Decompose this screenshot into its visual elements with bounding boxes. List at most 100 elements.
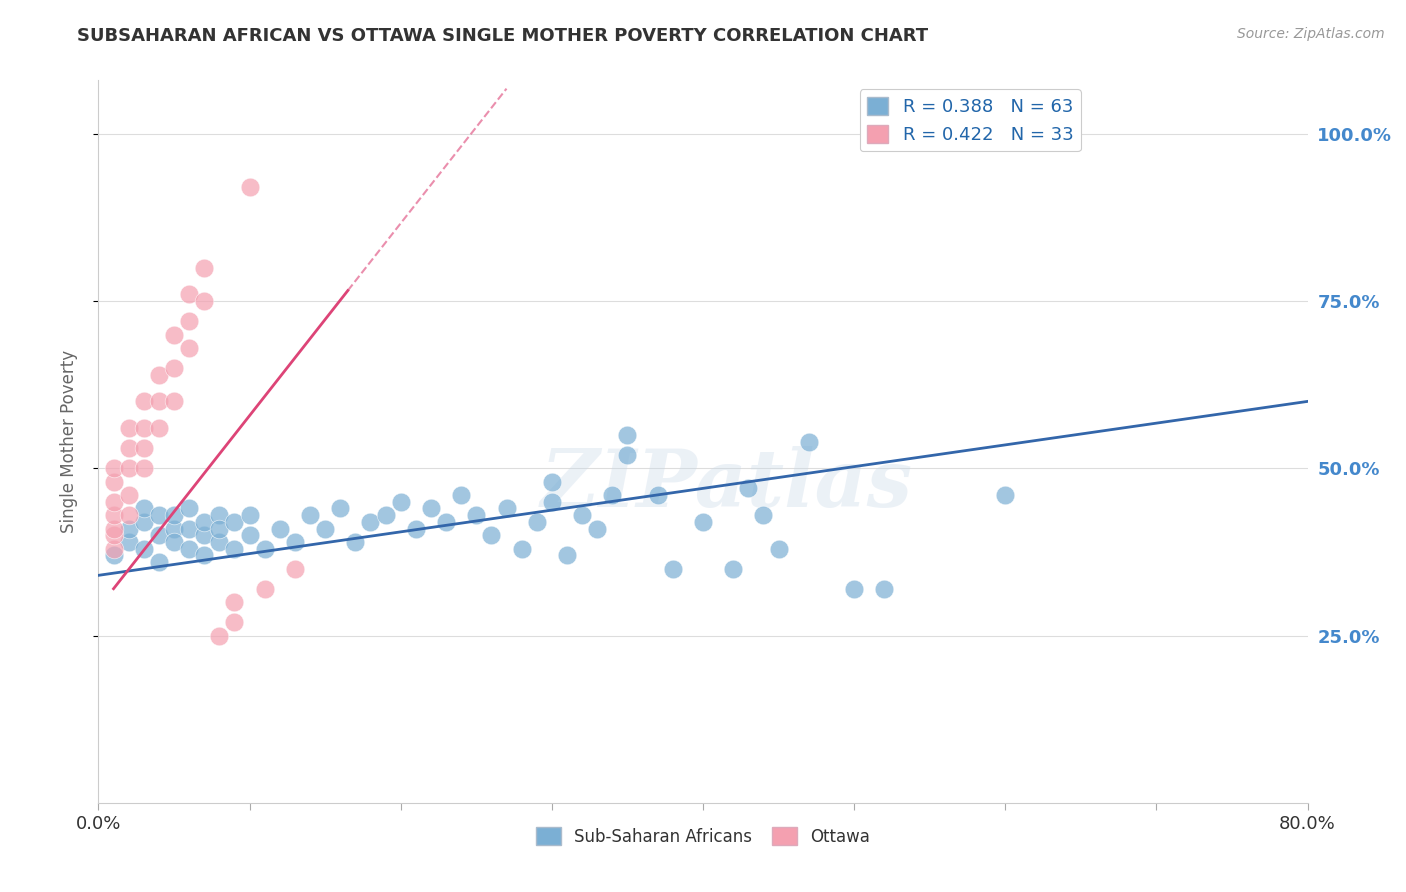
Point	[163, 534, 186, 549]
Point	[647, 488, 669, 502]
Point	[148, 368, 170, 382]
Point	[208, 508, 231, 523]
Point	[752, 508, 775, 523]
Point	[692, 515, 714, 529]
Point	[844, 582, 866, 596]
Point	[208, 628, 231, 642]
Point	[118, 521, 141, 535]
Point	[193, 515, 215, 529]
Point	[661, 562, 683, 576]
Point	[314, 521, 336, 535]
Point	[450, 488, 472, 502]
Point	[329, 501, 352, 516]
Point	[224, 615, 246, 630]
Point	[179, 341, 201, 355]
Point	[269, 521, 291, 535]
Point	[132, 515, 155, 529]
Point	[284, 562, 307, 576]
Point	[179, 314, 201, 328]
Point	[163, 361, 186, 376]
Point	[510, 541, 533, 556]
Point	[208, 534, 231, 549]
Point	[103, 494, 125, 508]
Point	[163, 508, 186, 523]
Point	[193, 548, 215, 563]
Point	[768, 541, 790, 556]
Point	[224, 515, 246, 529]
Point	[132, 461, 155, 475]
Point	[163, 394, 186, 409]
Point	[253, 541, 276, 556]
Text: ZIPatlas: ZIPatlas	[541, 446, 914, 524]
Point	[103, 475, 125, 489]
Point	[586, 521, 609, 535]
Point	[193, 528, 215, 542]
Point	[193, 294, 215, 309]
Point	[434, 515, 457, 529]
Point	[103, 541, 125, 556]
Point	[132, 501, 155, 516]
Point	[284, 534, 307, 549]
Point	[239, 528, 262, 542]
Point	[239, 508, 262, 523]
Legend: Sub-Saharan Africans, Ottawa: Sub-Saharan Africans, Ottawa	[529, 821, 877, 852]
Text: SUBSAHARAN AFRICAN VS OTTAWA SINGLE MOTHER POVERTY CORRELATION CHART: SUBSAHARAN AFRICAN VS OTTAWA SINGLE MOTH…	[77, 27, 928, 45]
Y-axis label: Single Mother Poverty: Single Mother Poverty	[59, 350, 77, 533]
Point	[132, 541, 155, 556]
Point	[526, 515, 548, 529]
Point	[481, 528, 503, 542]
Point	[163, 327, 186, 342]
Point	[239, 180, 262, 194]
Point	[103, 521, 125, 535]
Point	[540, 494, 562, 508]
Point	[495, 501, 517, 516]
Point	[132, 442, 155, 455]
Point	[118, 488, 141, 502]
Point	[602, 488, 624, 502]
Point	[389, 494, 412, 508]
Point	[103, 461, 125, 475]
Point	[179, 501, 201, 516]
Point	[873, 582, 896, 596]
Point	[616, 427, 638, 442]
Point	[723, 562, 745, 576]
Point	[616, 448, 638, 462]
Point	[797, 434, 820, 449]
Point	[737, 482, 759, 496]
Point	[224, 595, 246, 609]
Point	[179, 541, 201, 556]
Point	[360, 515, 382, 529]
Point	[132, 421, 155, 435]
Point	[118, 461, 141, 475]
Point	[405, 521, 427, 535]
Point	[103, 508, 125, 523]
Point	[193, 260, 215, 275]
Point	[148, 508, 170, 523]
Point	[994, 488, 1017, 502]
Point	[299, 508, 322, 523]
Point	[118, 421, 141, 435]
Point	[540, 475, 562, 489]
Point	[208, 521, 231, 535]
Point	[163, 521, 186, 535]
Point	[571, 508, 593, 523]
Point	[148, 528, 170, 542]
Point	[103, 548, 125, 563]
Point	[148, 394, 170, 409]
Point	[103, 528, 125, 542]
Point	[148, 421, 170, 435]
Point	[420, 501, 443, 516]
Point	[374, 508, 396, 523]
Point	[132, 394, 155, 409]
Point	[344, 534, 367, 549]
Text: Source: ZipAtlas.com: Source: ZipAtlas.com	[1237, 27, 1385, 41]
Point	[179, 521, 201, 535]
Point	[253, 582, 276, 596]
Point	[555, 548, 578, 563]
Point	[465, 508, 488, 523]
Point	[179, 287, 201, 301]
Point	[148, 555, 170, 569]
Point	[118, 442, 141, 455]
Point	[224, 541, 246, 556]
Point	[118, 508, 141, 523]
